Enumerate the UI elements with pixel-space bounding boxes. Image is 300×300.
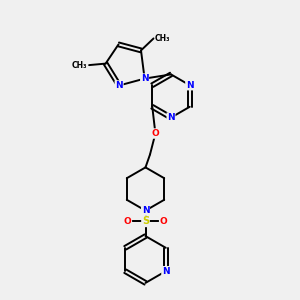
Text: N: N <box>167 113 175 122</box>
Text: O: O <box>124 217 131 226</box>
Text: N: N <box>115 81 123 90</box>
Text: CH₃: CH₃ <box>155 34 171 43</box>
Text: S: S <box>142 216 149 226</box>
Text: CH₃: CH₃ <box>72 61 88 70</box>
Text: N: N <box>141 74 148 83</box>
Text: O: O <box>152 129 159 138</box>
Text: N: N <box>186 81 194 90</box>
Text: N: N <box>162 267 169 276</box>
Text: N: N <box>142 206 149 215</box>
Text: O: O <box>160 217 167 226</box>
